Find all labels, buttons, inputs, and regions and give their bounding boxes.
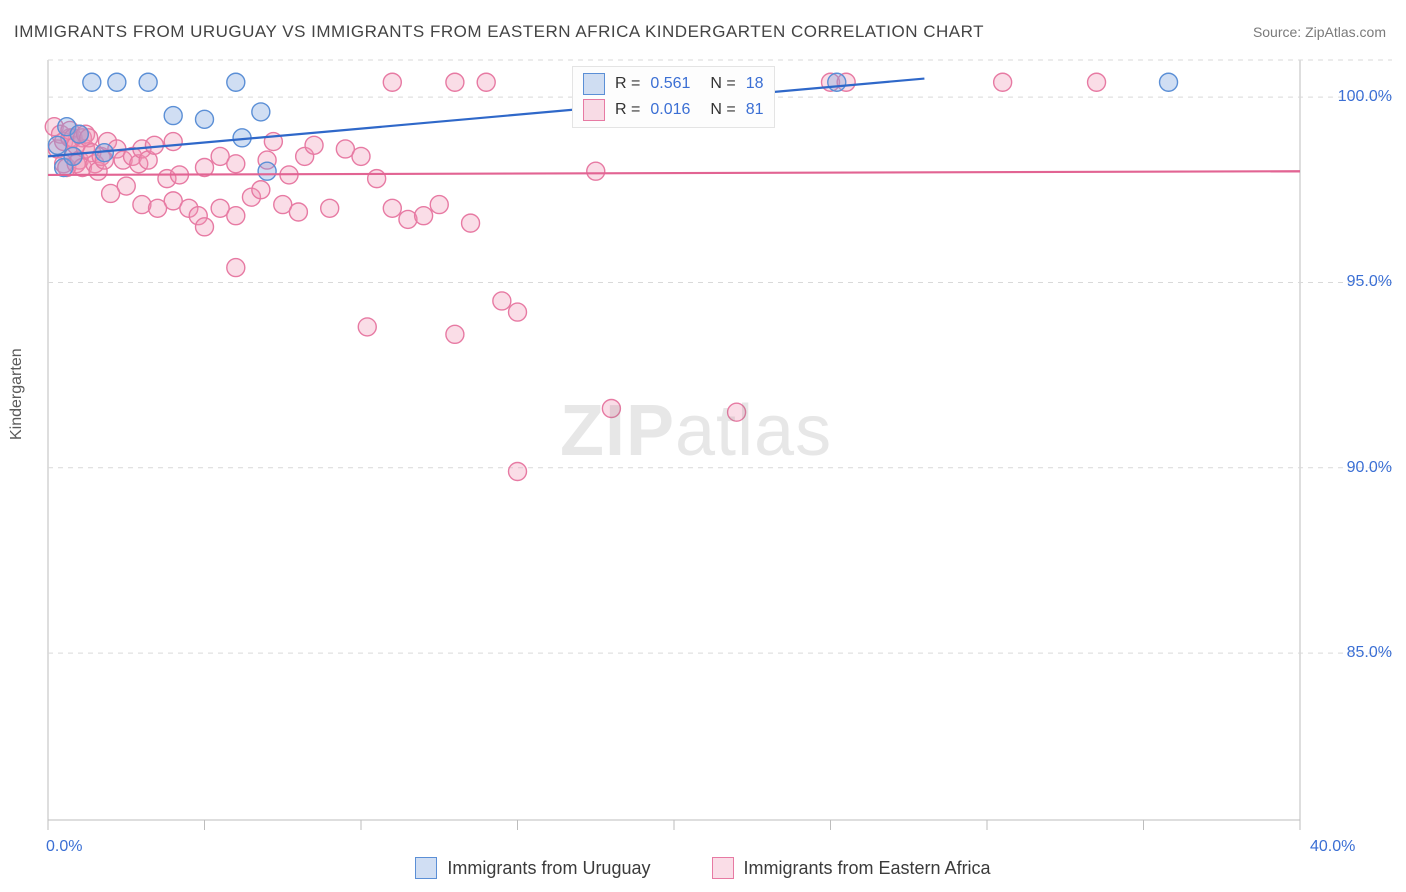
legend-label-eastern-africa: Immigrants from Eastern Africa xyxy=(744,858,991,879)
legend-swatch-blue xyxy=(415,857,437,879)
y-tick-label: 100.0% xyxy=(1338,88,1392,106)
legend-swatch-pink xyxy=(712,857,734,879)
y-tick-label: 95.0% xyxy=(1347,273,1392,291)
legend-n-label: N = xyxy=(710,97,735,123)
legend-row: R = 0.016 N = 81 xyxy=(583,97,764,123)
y-tick-label: 85.0% xyxy=(1347,644,1392,662)
legend-r-value: 0.561 xyxy=(650,71,690,97)
legend-row: R = 0.561 N = 18 xyxy=(583,71,764,97)
legend-n-label: N = xyxy=(710,71,735,97)
legend-r-label: R = xyxy=(615,97,640,123)
legend-swatch xyxy=(583,99,605,121)
legend-n-value: 18 xyxy=(746,71,764,97)
legend-item-eastern-africa: Immigrants from Eastern Africa xyxy=(712,857,991,879)
x-axis-max-label: 40.0% xyxy=(1310,838,1355,856)
scatter-plot xyxy=(0,0,1406,892)
legend-r-label: R = xyxy=(615,71,640,97)
legend-item-uruguay: Immigrants from Uruguay xyxy=(415,857,650,879)
y-tick-label: 90.0% xyxy=(1347,459,1392,477)
legend-label-uruguay: Immigrants from Uruguay xyxy=(447,858,650,879)
legend-n-value: 81 xyxy=(746,97,764,123)
legend-r-value: 0.016 xyxy=(650,97,690,123)
correlation-legend: R = 0.561 N = 18 R = 0.016 N = 81 xyxy=(572,66,775,128)
legend-swatch xyxy=(583,73,605,95)
series-legend: Immigrants from Uruguay Immigrants from … xyxy=(0,857,1406,884)
chart-container: IMMIGRANTS FROM URUGUAY VS IMMIGRANTS FR… xyxy=(0,0,1406,892)
x-axis-min-label: 0.0% xyxy=(46,838,82,856)
